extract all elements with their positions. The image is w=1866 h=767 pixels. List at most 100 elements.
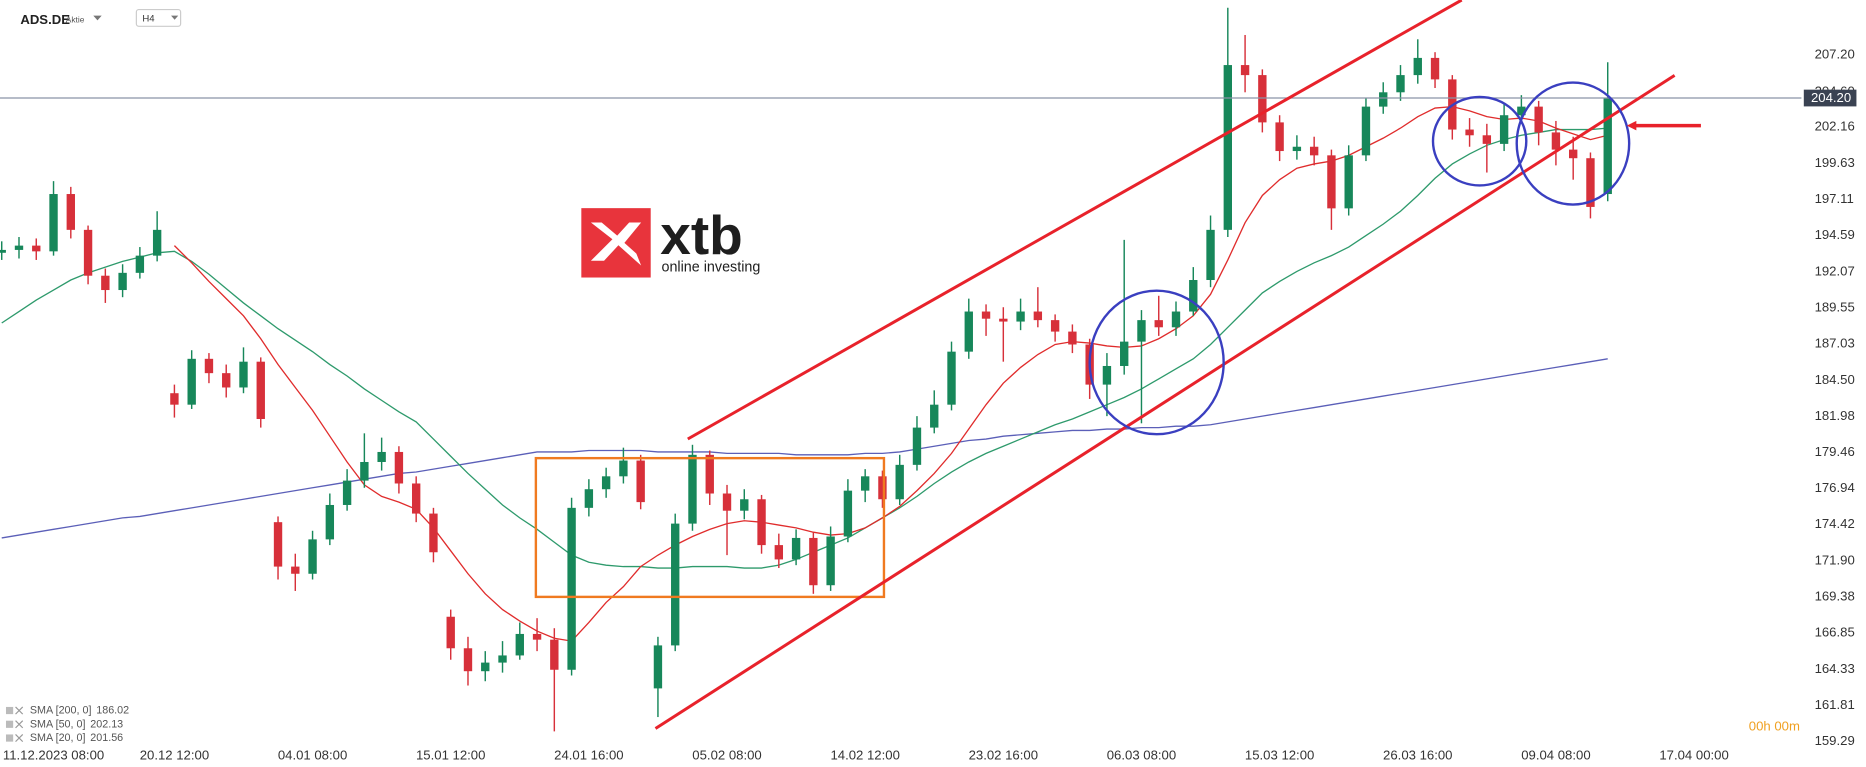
candle-body xyxy=(912,427,922,465)
candle-body xyxy=(1534,106,1543,133)
candle-body xyxy=(515,633,524,656)
plot-area: 11.12.2023 08:00 20.12 12:00 04.01 08:00 15… xyxy=(0,7,1857,762)
candle-body xyxy=(722,493,732,511)
candle-body xyxy=(1223,65,1232,230)
timeframe-arrow xyxy=(171,15,179,20)
symbol: ADS.DE xyxy=(20,12,70,27)
candle-body xyxy=(705,454,714,494)
legend-name: SMA [200, 0] xyxy=(30,704,92,716)
legend-value: 202.13 xyxy=(90,718,123,730)
candle-body xyxy=(791,537,801,560)
x-tick-label: 11.12.2023 08:00 xyxy=(3,747,104,762)
candle-body xyxy=(411,483,421,514)
y-tick-label: 199.63 xyxy=(1815,155,1855,170)
legend-label: SMA [20, 0] 201.56 xyxy=(30,732,123,744)
y-tick-label: 194.59 xyxy=(1815,227,1855,242)
candle-body xyxy=(1171,311,1181,328)
candle-body xyxy=(895,464,904,500)
y-tick-label: 176.94 xyxy=(1815,480,1855,495)
candle-body xyxy=(999,318,1008,322)
y-tick-label: 207.20 xyxy=(1815,47,1855,62)
candle-body xyxy=(671,523,680,646)
candle-body xyxy=(204,358,214,374)
x-tick-label: 20.12 12:00 xyxy=(140,747,209,762)
candle-body xyxy=(1137,320,1146,342)
candle-body xyxy=(222,373,231,388)
y-tick-label: 197.11 xyxy=(1815,191,1854,206)
y-tick-label: 192.07 xyxy=(1815,263,1855,278)
candle-body xyxy=(463,648,473,672)
y-tick-label: 187.03 xyxy=(1815,336,1855,351)
candle-body xyxy=(498,655,507,663)
candle-body xyxy=(619,460,628,477)
candle-body xyxy=(757,499,766,546)
annotations xyxy=(534,0,1701,730)
y-tick-label: 184.50 xyxy=(1815,372,1855,387)
y-tick-label: 166.85 xyxy=(1815,625,1855,640)
y-tick-label: 169.38 xyxy=(1815,588,1855,603)
candle-body xyxy=(101,275,110,291)
candle-body xyxy=(947,351,956,405)
symbol-dropdown[interactable] xyxy=(93,15,102,21)
candle-body xyxy=(1120,341,1129,366)
y-tick-label: 179.46 xyxy=(1815,444,1855,459)
candle-body xyxy=(256,361,265,420)
x-tick-label: 17.04 00:00 xyxy=(1659,747,1728,762)
candle-body xyxy=(1517,106,1526,116)
candle-body xyxy=(0,249,6,253)
candle-body xyxy=(826,536,835,586)
arrow-head xyxy=(1626,120,1637,131)
candle-body xyxy=(152,229,162,256)
last-price-box xyxy=(1803,89,1857,107)
candle-body xyxy=(187,358,196,405)
candle-body xyxy=(860,476,870,491)
candle-body xyxy=(1586,158,1595,207)
highlight-circle xyxy=(1515,81,1631,206)
legend-remove xyxy=(15,706,24,715)
last-price-label: 204.20 xyxy=(1811,90,1851,105)
sma-line xyxy=(1,127,1608,569)
candle-body xyxy=(1413,57,1422,76)
legend-label: SMA [50, 0] 202.13 xyxy=(30,718,123,730)
x-tick-label: 26.03 16:00 xyxy=(1383,747,1452,762)
candle-body xyxy=(1050,320,1060,332)
candle-body xyxy=(774,545,784,560)
instrument-type: Aktie xyxy=(66,15,85,25)
candle-body xyxy=(584,489,594,508)
candle-body xyxy=(567,507,576,670)
x-tick-label: 15.03 12:00 xyxy=(1245,747,1314,762)
candle-body xyxy=(118,272,127,291)
legend-value: 201.56 xyxy=(90,732,123,744)
y-tick-label: 181.98 xyxy=(1815,408,1855,423)
candle-body xyxy=(135,255,145,273)
legend-value: 186.02 xyxy=(96,704,129,716)
candle-body xyxy=(1102,365,1112,385)
y-tick-label: 189.55 xyxy=(1815,299,1855,314)
candle-body xyxy=(1033,311,1043,321)
watermark: xtb online investing xyxy=(581,204,760,278)
candle-body xyxy=(1603,98,1612,195)
legend-icon xyxy=(5,706,14,715)
candle-body xyxy=(32,245,41,252)
candle-body xyxy=(532,633,542,640)
y-tick-label: 161.81 xyxy=(1815,697,1855,712)
candle-body xyxy=(1482,135,1492,144)
highlight-circle xyxy=(1088,289,1225,436)
countdown: 00h 00m xyxy=(1749,719,1800,734)
channel-upper xyxy=(687,0,1463,441)
candle-body xyxy=(1551,132,1561,150)
legend-name: SMA [20, 0] xyxy=(30,732,86,744)
candle-body xyxy=(601,476,611,490)
candle-body xyxy=(1465,129,1474,136)
x-tick-label: 04.01 08:00 xyxy=(278,747,347,762)
y-tick-label: 202.16 xyxy=(1815,119,1855,134)
timeframe-select[interactable] xyxy=(135,8,182,27)
legend-name: SMA [50, 0] xyxy=(30,718,86,730)
legend-remove xyxy=(15,720,24,729)
x-tick-label: 23.02 16:00 xyxy=(969,747,1038,762)
candle-body xyxy=(14,245,24,250)
candle-body xyxy=(1206,229,1215,281)
candle-body xyxy=(1569,149,1578,159)
x-tick-label: 06.03 08:00 xyxy=(1107,747,1176,762)
